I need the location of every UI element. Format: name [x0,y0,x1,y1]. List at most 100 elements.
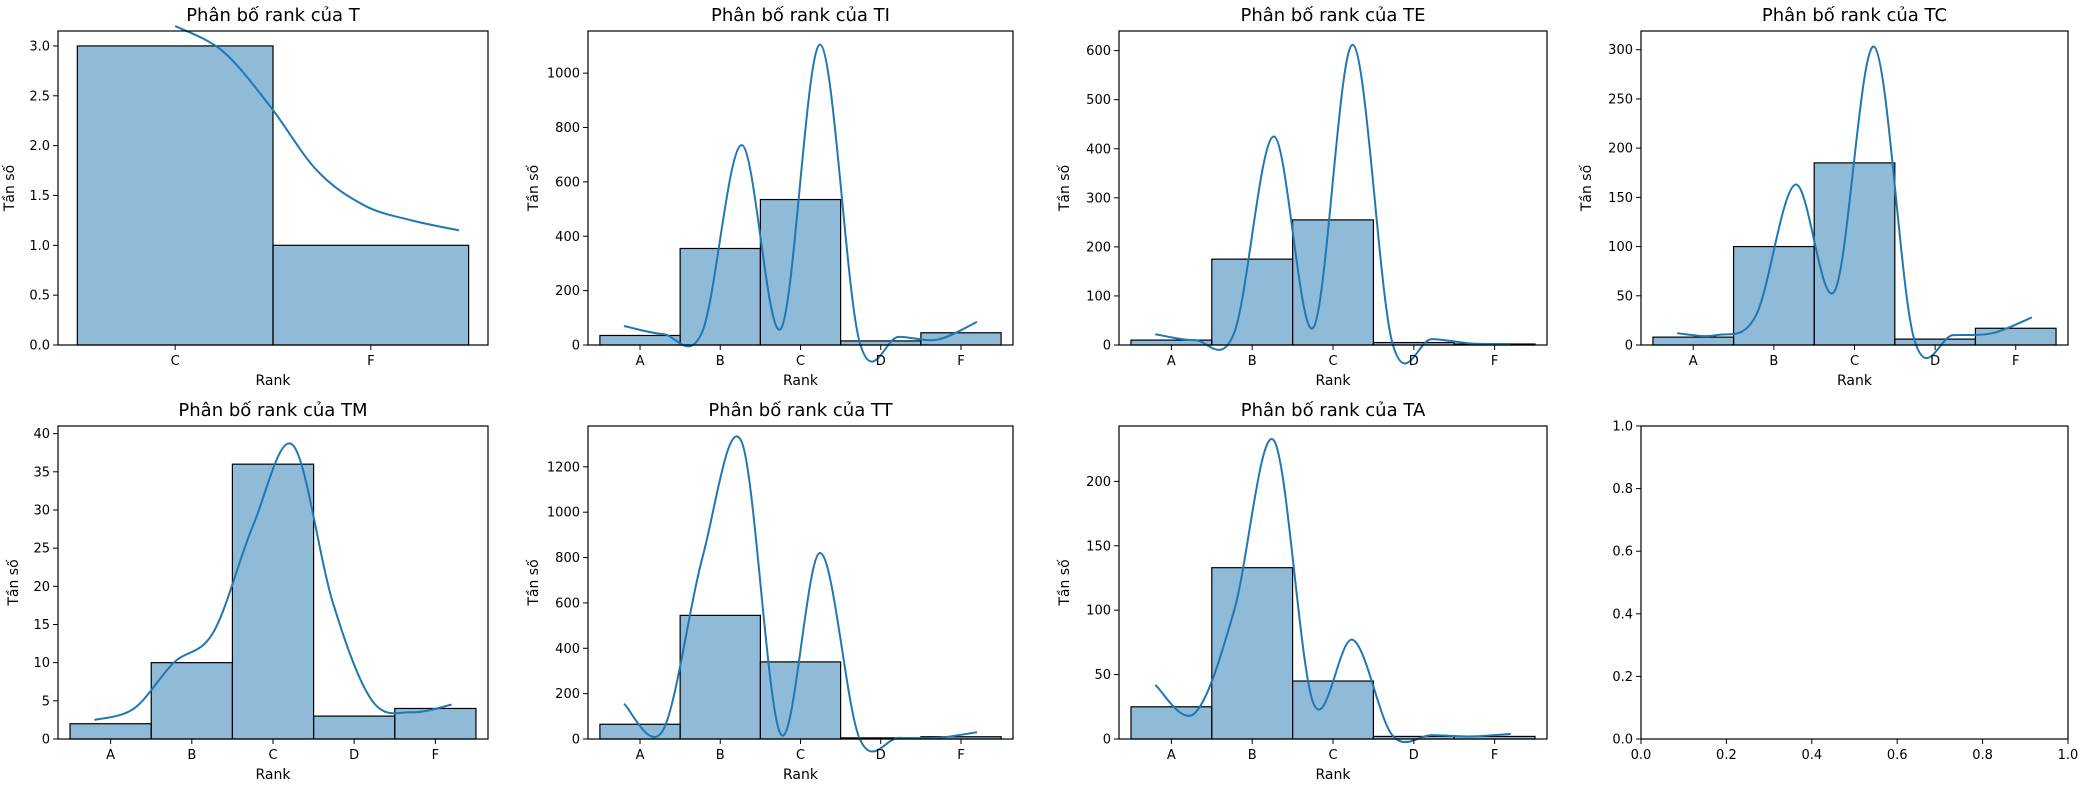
y-axis-label: Tần số [525,164,542,212]
x-tick-label: A [106,748,115,763]
y-tick-label: 2.0 [29,139,50,154]
x-tick-label: A [1167,748,1176,763]
bars [1652,162,2057,346]
kde-line [1155,43,1511,365]
x-tick-label: 1.0 [2058,748,2079,763]
y-axis-label: Tần số [1056,164,1073,212]
y-tick-label: 250 [1608,92,1633,107]
bar-C [759,198,842,346]
bar-A [1652,336,1735,346]
y-tick-label: 0.8 [1612,482,1633,497]
y-tick-label: 100 [1086,289,1111,304]
x-tick-label: F [957,748,964,763]
chart-title: Phân bố rank của TT [708,400,893,421]
bar-B [1211,567,1294,740]
bar-C [1291,219,1375,346]
y-tick-label: 1.0 [29,239,50,254]
x-axis-label: Rank [783,373,819,389]
y-tick-label: 100 [1086,604,1111,619]
y-tick-label: 50 [1094,668,1111,683]
axes-frame [1118,30,1548,346]
bar-B [679,247,761,346]
kde-line [1154,438,1511,744]
y-tick-label: 400 [555,642,580,657]
x-tick-label: F [367,354,374,369]
y-tick-label: 100 [1608,240,1633,255]
bars [599,198,1002,346]
x-tick-label: A [636,748,645,763]
bars [1130,219,1536,346]
axes-frame [1640,30,2069,346]
x-tick-label: B [1248,354,1257,369]
y-axis-label: Tần số [525,559,542,607]
y-tick-label: 400 [555,230,580,245]
bar-D [1894,338,1977,346]
kde-line [623,43,978,363]
bar-C [231,463,315,740]
x-tick-label: A [1167,354,1176,369]
subplot-6: Phân bố rank của TT A B C D F 0 200 400 600 800 100… [525,400,1014,783]
x-axis-label: Rank [1316,373,1352,389]
bar-C [1291,680,1375,740]
subplot-4: Phân bố rank của TC A B C D F 0 50 100 150 200 250 3… [1578,5,2069,389]
subplot-2: Phân bố rank của TI A B C D F 0 200 400 600 800 100… [525,5,1014,389]
x-tick-label: B [716,748,725,763]
x-tick-label: 0.4 [1801,748,1822,763]
bars [599,614,1002,740]
y-tick-label: 800 [555,121,580,136]
x-tick-label: C [796,748,805,763]
y-axis-label: Tần số [1578,164,1595,212]
x-tick-label: 0.0 [1631,748,1652,763]
bars [76,45,470,346]
subplot-1: Phân bố rank của T C F 0.0 0.5 1.0 1.5 2.0 2.5 3.… [1,5,489,389]
x-axis-label: Rank [256,767,292,783]
y-tick-label: 600 [555,175,580,190]
kde-line [94,442,452,721]
y-tick-label: 20 [33,580,50,595]
y-tick-label: 200 [1608,142,1633,157]
x-tick-label: C [796,354,805,369]
bar-A [599,334,681,346]
x-axis-label: Rank [1837,373,1873,389]
bar-B [150,662,234,740]
y-tick-label: 300 [1086,191,1111,206]
x-tick-label: B [1248,748,1257,763]
x-tick-label: C [268,748,277,763]
bar-B [679,614,761,740]
y-tick-label: 0 [1103,339,1111,354]
x-tick-label: F [1491,748,1498,763]
y-tick-label: 300 [1608,43,1633,58]
x-tick-label: F [432,748,439,763]
y-tick-label: 30 [33,503,50,518]
x-tick-label: D [1930,354,1940,369]
bar-A [1130,706,1213,740]
y-tick-label: 0 [1625,339,1633,354]
chart-title: Phân bố rank của TM [178,400,367,421]
y-tick-label: 0.6 [1612,545,1633,560]
subplot-3: Phân bố rank của TE A B C D F 0 100 200 300 400 500… [1056,5,1548,389]
subplot-8: 0.0 0.2 0.4 0.6 0.8 1.0 0.0 0.2 0.4 0.6 0.8 1.0 [1612,420,2078,764]
y-tick-label: 200 [555,687,580,702]
bar-D [840,340,922,346]
x-tick-label: D [876,748,886,763]
y-tick-label: 500 [1086,93,1111,108]
y-tick-label: 15 [33,618,50,633]
subplot-7: Phân bố rank của TA A B C D F 0 50 100 150 200 Rank… [1056,400,1548,783]
y-tick-label: 1.0 [1612,420,1633,435]
chart-title: Phân bố rank của T [186,5,361,26]
y-tick-label: 50 [1616,289,1633,304]
x-tick-label: D [1409,748,1419,763]
y-tick-label: 0 [572,733,580,748]
x-axis-label: Rank [1316,767,1352,783]
x-tick-label: F [1491,354,1498,369]
y-tick-label: 0.0 [29,339,50,354]
axes-frame [1118,425,1548,740]
y-tick-label: 200 [1086,475,1111,490]
bars [1130,567,1536,740]
y-tick-label: 5 [42,694,50,709]
kde-line [1677,45,2033,359]
axes-frame [57,425,489,740]
x-tick-label: C [1328,354,1337,369]
y-tick-label: 200 [555,284,580,299]
